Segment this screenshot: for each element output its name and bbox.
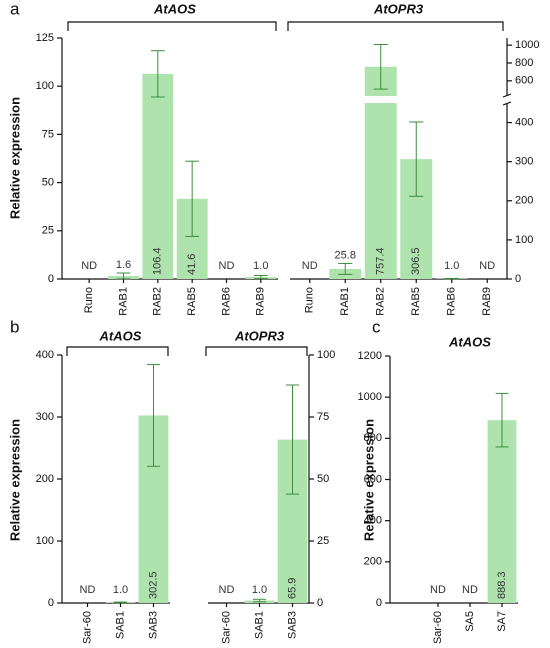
value-label: 65.9: [286, 578, 298, 599]
group-bracket: [67, 21, 277, 31]
value-label: ND: [430, 584, 446, 596]
group-title: AtAOS: [99, 328, 142, 343]
axis-break: [502, 101, 512, 106]
value-label: 888.3: [496, 571, 508, 599]
bar: [142, 73, 174, 279]
value-label: ND: [81, 260, 97, 272]
value-label: ND: [462, 584, 478, 596]
x-tick-label: RAB6: [220, 287, 232, 316]
y-tick-label: 200: [364, 556, 382, 568]
y-axis-label: Relative expression: [7, 97, 22, 219]
value-label: ND: [219, 584, 235, 596]
value-label: 302.5: [147, 571, 159, 599]
group-title: AtAOS: [448, 334, 491, 349]
panel-letter: a: [10, 0, 20, 18]
group-bracket: [287, 21, 504, 31]
value-label: 1.0: [252, 584, 267, 596]
group-title: AtAOS: [153, 1, 196, 16]
x-tick-label: Sar-60: [81, 611, 93, 644]
y2-tick-label: 50: [317, 473, 329, 485]
y-tick-label: 1200: [358, 350, 382, 362]
value-label: 306.5: [410, 247, 422, 275]
y-tick-label: 0: [48, 273, 54, 285]
x-tick-label: RAB9: [481, 287, 493, 316]
y-tick-label: 200: [36, 473, 54, 485]
y-axis-label: Relative expression: [361, 419, 376, 541]
x-tick-label: SA7: [496, 611, 508, 632]
value-label: 106.4: [152, 247, 164, 275]
x-tick-label: Sar-60: [220, 611, 232, 644]
y2-tick-label: 200: [515, 195, 533, 207]
group-bracket: [66, 346, 169, 356]
y-tick-label: 400: [36, 349, 54, 361]
value-label: ND: [80, 584, 96, 596]
y-tick-label: 0: [48, 597, 54, 609]
x-tick-label: RAB2: [152, 287, 164, 316]
panel-letter: c: [372, 317, 381, 336]
value-label: ND: [479, 260, 495, 272]
x-tick-label: SAB1: [253, 611, 265, 639]
y-tick-label: 100: [36, 535, 54, 547]
value-label: ND: [219, 260, 235, 272]
value-label: 1.0: [113, 584, 128, 596]
value-label: ND: [302, 260, 318, 272]
y-tick-label: 0: [376, 597, 382, 609]
value-label: 1.6: [116, 259, 131, 271]
y2-tick-label: 300: [515, 156, 533, 168]
y-tick-label: 100: [36, 80, 54, 92]
y2-tick-label: 100: [515, 234, 533, 246]
x-tick-label: RAB5: [410, 287, 422, 316]
y2-tick-label: 25: [317, 535, 329, 547]
y-tick-label: 300: [36, 411, 54, 423]
x-tick-label: RAB5: [186, 287, 198, 316]
x-tick-label: Runo: [304, 287, 316, 313]
group-title: AtOPR3: [373, 1, 424, 16]
y2-tick-label: 1000: [515, 39, 539, 51]
y-tick-label: 25: [42, 225, 54, 237]
y2-tick-label: 75: [317, 411, 329, 423]
y2-tick-label: 800: [515, 57, 533, 69]
value-label: 41.6: [186, 254, 198, 275]
y2-tick-label: 600: [515, 75, 533, 87]
y-tick-label: 125: [36, 32, 54, 44]
y-axis-label: Relative expression: [7, 419, 22, 541]
y-tick-label: 50: [42, 177, 54, 189]
x-tick-label: RAB6: [446, 287, 458, 316]
value-label: 25.8: [335, 249, 356, 261]
x-tick-label: SA5: [464, 611, 476, 632]
y2-tick-label: 0: [317, 597, 323, 609]
y-tick-label: 600: [364, 473, 382, 485]
x-tick-label: RAB1: [339, 287, 351, 316]
value-label: 1.0: [253, 260, 268, 272]
y2-tick-label: 0: [515, 273, 521, 285]
x-tick-label: RAB9: [255, 287, 267, 316]
panel-letter: b: [10, 317, 19, 336]
y-tick-label: 1000: [358, 391, 382, 403]
x-tick-label: SAB3: [286, 611, 298, 639]
y-tick-label: 75: [42, 128, 54, 140]
group-bracket: [205, 346, 308, 356]
y-tick-label: 400: [364, 515, 382, 527]
value-label: 757.4: [375, 247, 387, 275]
y-tick-label: 800: [364, 432, 382, 444]
axis-break: [502, 93, 512, 98]
x-tick-label: SAB1: [114, 611, 126, 639]
x-tick-label: SAB3: [147, 611, 159, 639]
value-label: 1.0: [444, 260, 459, 272]
y2-tick-label: 400: [515, 116, 533, 128]
x-tick-label: Runo: [83, 287, 95, 313]
y2-tick-label: 100: [317, 349, 335, 361]
x-tick-label: RAB2: [375, 287, 387, 316]
x-tick-label: Sar-60: [432, 611, 444, 644]
group-title: AtOPR3: [234, 328, 285, 343]
bar: [364, 103, 397, 279]
x-tick-label: RAB1: [117, 287, 129, 316]
bar: [487, 420, 517, 603]
